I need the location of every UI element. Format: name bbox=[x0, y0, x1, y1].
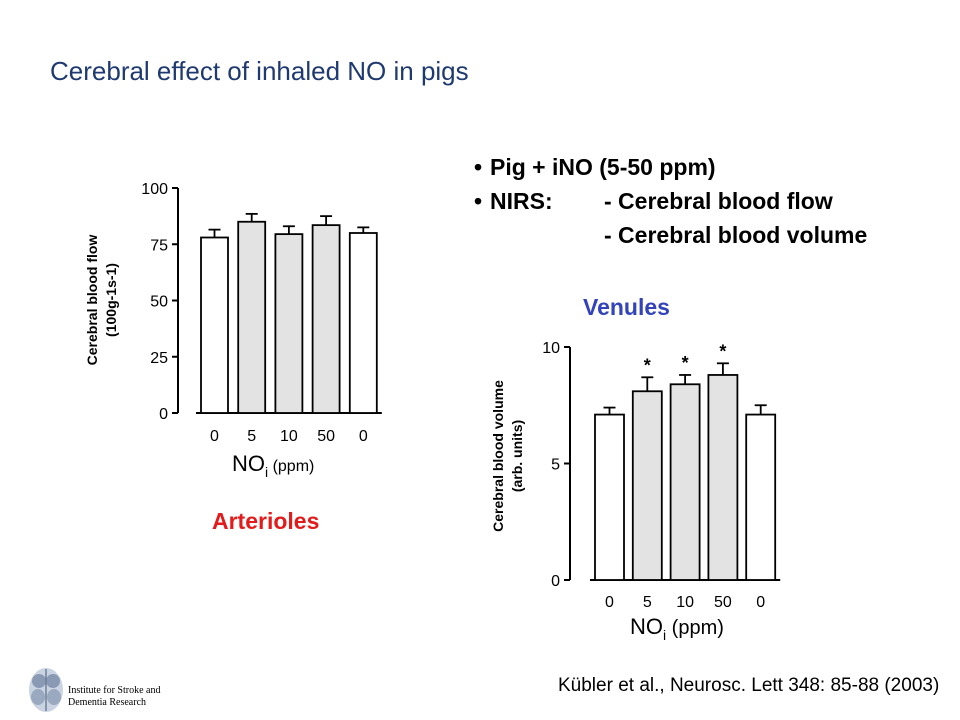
bar bbox=[274, 233, 304, 414]
y-tick-label: 25 bbox=[150, 350, 168, 367]
institute-name: Institute for Stroke and Dementia Resear… bbox=[68, 685, 160, 709]
bullet-subitem-flow: - Cerebral blood flow bbox=[604, 188, 833, 214]
citation: Kübler et al., Neurosc. Lett 348: 85-88 … bbox=[558, 675, 940, 696]
slide-title: Cerebral effect of inhaled NO in pigs bbox=[50, 56, 469, 86]
y-tick-label: 75 bbox=[150, 237, 168, 254]
x-tick-label: 5 bbox=[247, 428, 256, 445]
x-tick-label: 10 bbox=[676, 594, 694, 611]
y-axis-label-line2: (arb. units) bbox=[509, 420, 525, 492]
y-tick-label: 0 bbox=[551, 573, 560, 590]
arterioles-chart: 0 25 50 75 100 0 5 10 50 0 NOi (ppm) Cerebral blood… bbox=[84, 181, 382, 480]
significance-mark: * bbox=[644, 355, 651, 375]
bar bbox=[669, 383, 701, 581]
bar bbox=[311, 224, 341, 414]
bullet-dot: • bbox=[474, 154, 483, 180]
x-tick-label: 0 bbox=[756, 594, 765, 611]
x-axis-label: NOi (ppm) bbox=[232, 451, 314, 480]
x-tick-label: 0 bbox=[605, 594, 614, 611]
bar bbox=[631, 390, 663, 581]
venules-chart: 0 5 10 0 5 * 10 * 50 * 0 NOi (ppm) Cerebral blood vo… bbox=[490, 340, 781, 643]
x-tick-label: 50 bbox=[317, 428, 335, 445]
y-tick-label: 10 bbox=[542, 340, 560, 357]
bar bbox=[745, 413, 777, 581]
bar bbox=[594, 413, 625, 581]
significance-mark: * bbox=[719, 341, 726, 361]
bar bbox=[707, 374, 739, 581]
y-axis-label-line2: (100g-1s-1) bbox=[103, 263, 119, 337]
bullet-label: NIRS: bbox=[490, 188, 553, 214]
institute-line-2: Dementia Research bbox=[68, 697, 147, 708]
x-axis-label: NOi (ppm) bbox=[630, 614, 724, 643]
brain-logo-icon bbox=[29, 668, 63, 712]
bullet-item-nirs: • NIRS: - Cerebral blood flow bbox=[474, 184, 867, 218]
x-tick-label: 5 bbox=[643, 594, 652, 611]
x-tick-label: 50 bbox=[714, 594, 732, 611]
y-tick-label: 50 bbox=[150, 294, 168, 311]
bar bbox=[348, 232, 378, 414]
significance-mark: * bbox=[682, 353, 689, 373]
bullet-item-volume: - Cerebral blood volume bbox=[474, 218, 867, 252]
institute-line-1: Institute for Stroke and bbox=[68, 685, 161, 696]
x-tick-label: 0 bbox=[210, 428, 219, 445]
y-tick-label: 0 bbox=[159, 406, 168, 423]
bullet-list: • Pig + iNO (5-50 ppm) • NIRS: - Cerebral b… bbox=[474, 150, 867, 252]
bullet-dot: • bbox=[474, 188, 483, 214]
bar bbox=[200, 236, 229, 414]
bar bbox=[237, 220, 267, 414]
bullet-subitem-volume: - Cerebral blood volume bbox=[604, 222, 868, 248]
y-axis-label-line1: Cerebral blood volume bbox=[490, 380, 506, 532]
bullet-item-pig: • Pig + iNO (5-50 ppm) bbox=[474, 150, 867, 184]
venules-label: Venules bbox=[583, 294, 670, 320]
x-tick-label: 10 bbox=[280, 428, 298, 445]
y-tick-label: 5 bbox=[551, 457, 560, 474]
x-tick-label: 0 bbox=[359, 428, 368, 445]
y-axis-label-line1: Cerebral blood flow bbox=[84, 235, 100, 366]
arterioles-label: Arterioles bbox=[212, 508, 320, 534]
y-tick-label: 100 bbox=[141, 181, 168, 198]
bullet-text: Pig + iNO (5-50 ppm) bbox=[490, 154, 716, 180]
